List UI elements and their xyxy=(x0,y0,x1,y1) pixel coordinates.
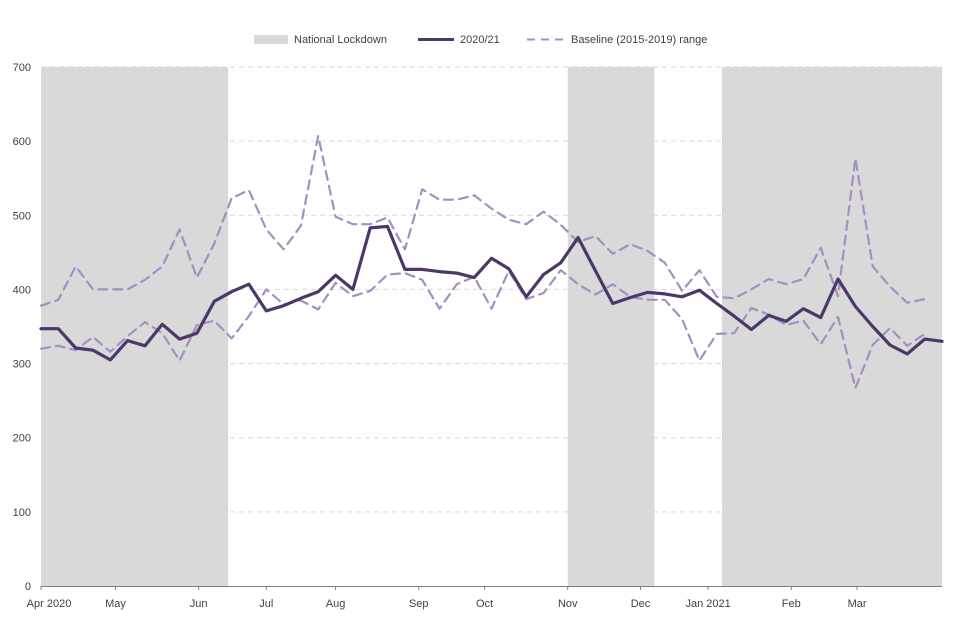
lockdown-shading-layer xyxy=(41,67,942,586)
legend-baseline-label: Baseline (2015-2019) range xyxy=(571,34,707,46)
gridlines-layer xyxy=(41,66,942,513)
series-layer xyxy=(39,134,944,390)
x-tick-label-9: Dec xyxy=(631,598,651,610)
x-tick-label-12: Mar xyxy=(848,598,867,610)
x-tick-label-4: Jul xyxy=(259,598,273,610)
legend-current-label: 2020/21 xyxy=(460,34,500,46)
legend-lockdown-label: National Lockdown xyxy=(294,34,387,46)
lockdown-period-2 xyxy=(567,67,655,586)
x-tick-label-7: Oct xyxy=(476,598,493,610)
x-tick-label-2: May xyxy=(105,598,126,610)
y-tick-label-600: 600 xyxy=(13,136,31,148)
x-tick-label-5: Aug xyxy=(326,598,346,610)
legend-lockdown-swatch xyxy=(254,35,288,44)
y-tick-label-400: 400 xyxy=(13,284,31,296)
x-tick-label-10: Jan 2021 xyxy=(685,598,730,610)
y-tick-label-200: 200 xyxy=(13,433,31,445)
series-line-baseline-upper xyxy=(39,134,926,307)
series-line-2020-21 xyxy=(39,224,944,362)
y-tick-label-700: 700 xyxy=(13,62,31,74)
x-tick-label-11: Feb xyxy=(782,598,801,610)
y-tick-label-500: 500 xyxy=(13,210,31,222)
x-tick-label-1: Apr 2020 xyxy=(27,598,72,610)
axes-layer: 0 100 200 300 400 500 600 700 Apr 2020 May Jun Jul A… xyxy=(13,62,942,610)
y-tick-label-0: 0 xyxy=(25,581,31,593)
y-tick-label-300: 300 xyxy=(13,359,31,371)
x-tick-label-8: Nov xyxy=(558,598,578,610)
y-tick-label-100: 100 xyxy=(13,507,31,519)
x-tick-label-6: Sep xyxy=(409,598,429,610)
x-tick-label-3: Jun xyxy=(190,598,208,610)
legend: National Lockdown 2020/21 Baseline (2015… xyxy=(254,34,707,46)
